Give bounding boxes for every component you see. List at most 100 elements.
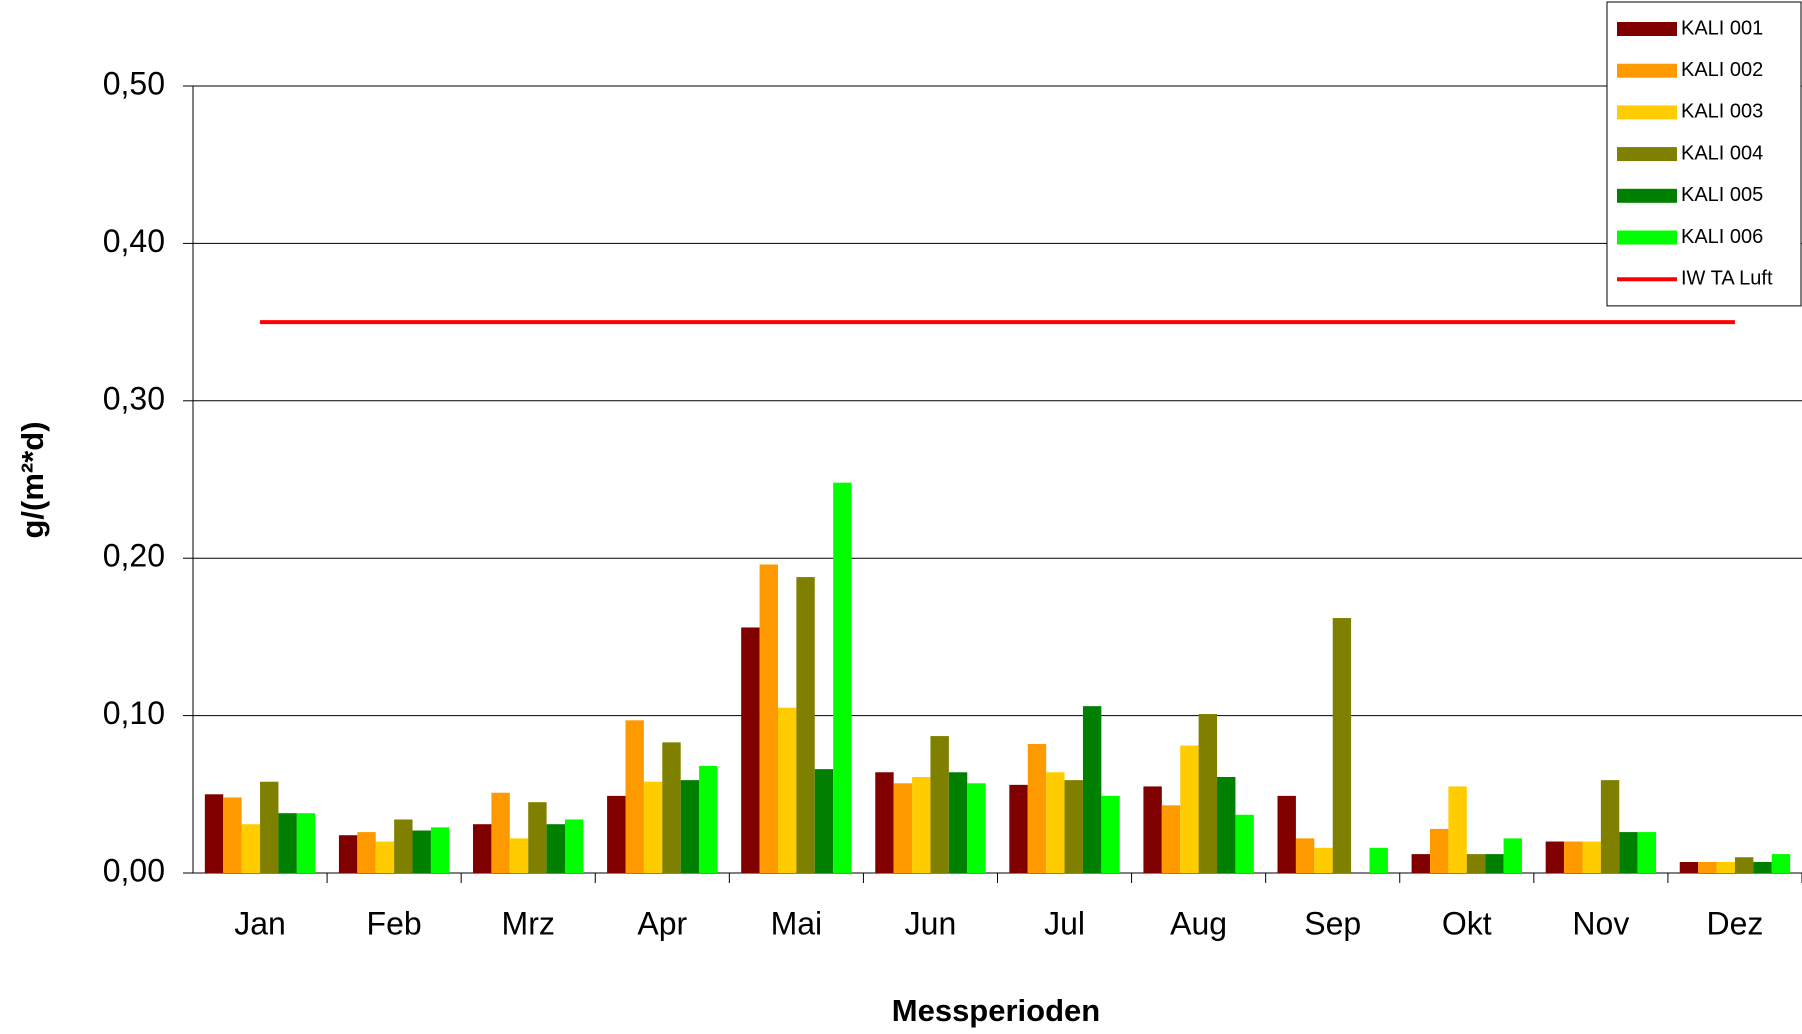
bar xyxy=(1161,805,1181,873)
bar xyxy=(1485,854,1504,873)
legend-swatch xyxy=(1617,230,1677,245)
bar xyxy=(699,765,718,873)
legend-label: IW TA Luft xyxy=(1681,267,1773,289)
bar xyxy=(338,835,358,873)
legend-swatch xyxy=(1617,22,1677,36)
bar xyxy=(357,832,376,873)
bar xyxy=(1429,828,1449,873)
y-tick-label: 0,00 xyxy=(103,852,165,888)
legend-label: KALI 006 xyxy=(1681,226,1763,248)
bar xyxy=(741,627,760,873)
bar xyxy=(528,802,547,873)
bar xyxy=(1411,854,1430,873)
bar xyxy=(967,783,986,873)
bar xyxy=(814,769,834,873)
bar xyxy=(1734,857,1754,873)
bar xyxy=(430,827,450,873)
bar xyxy=(777,707,797,873)
legend-swatch xyxy=(1617,188,1677,203)
x-tick-label: Sep xyxy=(1304,905,1361,941)
bar xyxy=(1448,786,1467,873)
legend-label: KALI 001 xyxy=(1681,17,1763,39)
bar xyxy=(1466,854,1486,873)
bar xyxy=(1314,847,1333,873)
bar xyxy=(1101,795,1120,873)
bar xyxy=(625,720,644,873)
y-tick-label: 0,40 xyxy=(103,223,165,259)
bar xyxy=(546,824,566,873)
bar xyxy=(1235,814,1254,873)
bar xyxy=(1277,795,1296,873)
y-tick-label: 0,50 xyxy=(103,65,165,101)
bar xyxy=(1198,714,1218,873)
bar xyxy=(1332,618,1352,873)
bar xyxy=(473,824,492,873)
bar xyxy=(1619,832,1638,873)
x-tick-label: Dez xyxy=(1707,905,1764,941)
bar xyxy=(875,772,894,873)
bar xyxy=(565,819,584,873)
bar xyxy=(643,781,663,873)
bar xyxy=(833,482,852,873)
x-tick-label: Jul xyxy=(1044,905,1085,941)
bar xyxy=(278,813,297,873)
y-tick-label: 0,10 xyxy=(103,695,165,731)
legend-swatch xyxy=(1617,147,1677,162)
y-axis-title: g/(m²*d) xyxy=(15,421,50,538)
bar xyxy=(1545,841,1565,873)
legend-label: KALI 003 xyxy=(1681,101,1763,123)
bar xyxy=(491,792,510,873)
x-tick-label: Apr xyxy=(637,905,687,941)
bar xyxy=(1600,780,1620,873)
x-tick-label: Aug xyxy=(1170,905,1227,941)
bar xyxy=(680,780,700,873)
bar xyxy=(1217,776,1236,873)
x-axis-title: Messperioden xyxy=(892,993,1100,1028)
bar xyxy=(260,781,279,873)
bar xyxy=(1009,784,1028,873)
bar xyxy=(912,776,931,873)
bar xyxy=(412,830,431,873)
x-tick-label: Mrz xyxy=(502,905,555,941)
bar xyxy=(394,819,413,873)
bar xyxy=(1295,838,1315,873)
bar xyxy=(241,824,261,873)
y-tick-label: 0,20 xyxy=(103,538,165,574)
bar xyxy=(1582,841,1601,873)
bar xyxy=(1698,861,1717,873)
bar xyxy=(1064,780,1083,873)
bar xyxy=(948,772,968,873)
bar xyxy=(1082,706,1102,873)
x-tick-label: Nov xyxy=(1572,905,1629,941)
x-tick-label: Feb xyxy=(367,905,422,941)
bar xyxy=(1180,745,1199,873)
bar xyxy=(607,795,626,873)
bar xyxy=(662,742,681,873)
bar xyxy=(1771,854,1791,873)
bar xyxy=(796,577,815,873)
bar xyxy=(1564,841,1583,873)
bar xyxy=(893,783,913,873)
bar xyxy=(930,736,949,873)
bar xyxy=(1716,861,1735,873)
bar xyxy=(204,794,224,873)
bar xyxy=(759,564,778,873)
x-tick-label: Jan xyxy=(234,905,286,941)
x-tick-label: Jun xyxy=(905,905,957,941)
bar xyxy=(509,838,529,873)
bar xyxy=(1679,861,1699,873)
bar xyxy=(1046,772,1065,873)
bar xyxy=(296,813,316,873)
bar xyxy=(1143,786,1162,873)
bar xyxy=(1503,838,1522,873)
legend-swatch xyxy=(1617,105,1677,120)
legend-label: KALI 002 xyxy=(1681,59,1763,81)
legend-label: KALI 005 xyxy=(1681,184,1763,206)
x-tick-label: Okt xyxy=(1442,905,1492,941)
bar xyxy=(375,841,395,873)
legend-swatch xyxy=(1617,63,1677,78)
y-tick-label: 0,30 xyxy=(103,380,165,416)
bar xyxy=(1753,861,1772,873)
bar xyxy=(1637,832,1657,873)
